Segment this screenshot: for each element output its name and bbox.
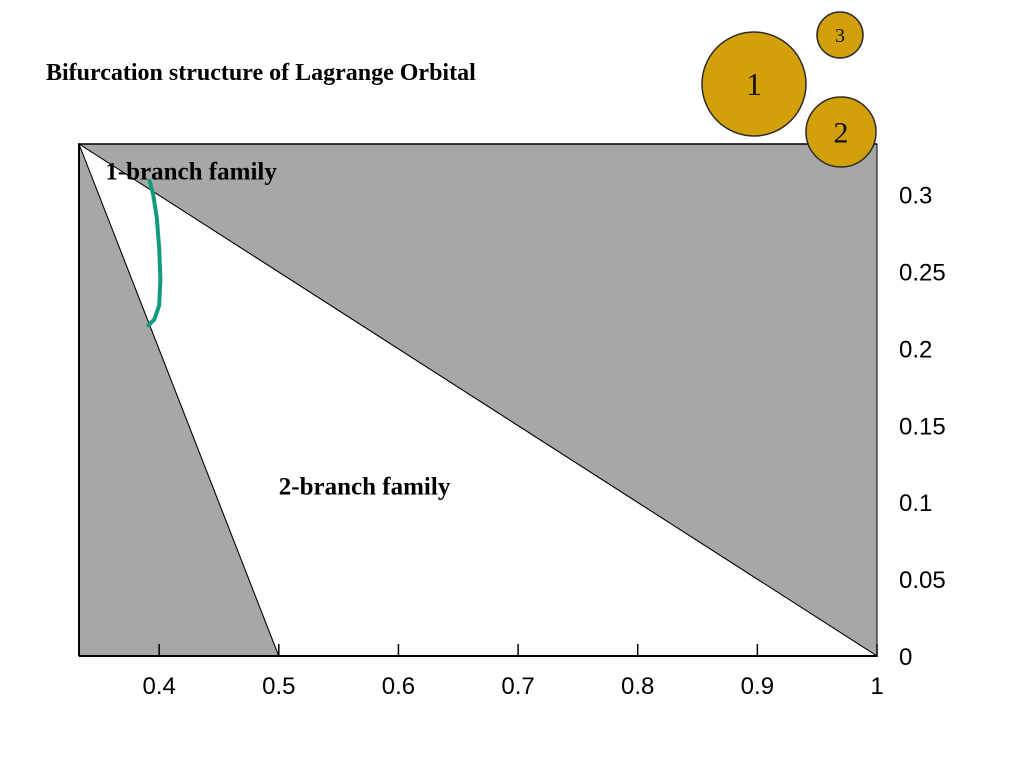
x-tick-label: 0.9 <box>741 673 774 700</box>
y-tick-label: 0.25 <box>899 260 946 287</box>
x-tick-label: 1 <box>870 673 883 700</box>
x-tick-label: 0.5 <box>262 673 295 700</box>
x-tick-label: 0.6 <box>382 673 415 700</box>
body-circle-2 <box>805 96 877 168</box>
region-annotation: 1-branch family <box>105 158 277 185</box>
y-tick-label: 0 <box>899 644 912 671</box>
annotations-layer: 1-branch family 2-branch family <box>105 158 450 500</box>
y-tick-label: 0.3 <box>899 183 932 210</box>
y-tick-label: 0.2 <box>899 336 932 363</box>
region-annotation: 2-branch family <box>279 474 451 501</box>
y-tick-label: 0.05 <box>899 567 946 594</box>
body-circle-3 <box>816 11 864 59</box>
axis-frame <box>78 143 877 657</box>
x-tick-label: 0.7 <box>501 673 534 700</box>
bifurcation-curve-0 <box>146 178 163 328</box>
curves-layer <box>146 178 163 328</box>
legend-circles: 1 2 3 <box>701 11 877 168</box>
regions-layer <box>77 142 879 657</box>
body-circle-label: 3 <box>835 25 845 47</box>
chart-title: Bifurcation structure of Lagrange Orbita… <box>46 60 476 86</box>
body-circle-label: 2 <box>834 117 849 150</box>
x-tick-label: 0.8 <box>621 673 654 700</box>
x-tick-label: 0.4 <box>142 673 175 700</box>
y-tick-label: 0.15 <box>899 413 946 440</box>
x-axis-ticks: 0.4 0.5 0.6 0.7 0.8 0.9 1 <box>142 644 884 700</box>
y-axis-ticks: 0 0.05 0.1 0.15 0.2 0.25 0.3 <box>899 183 946 671</box>
body-circle-label: 1 <box>746 66 762 102</box>
y-tick-label: 0.1 <box>899 490 932 517</box>
body-circle-1 <box>701 31 807 137</box>
